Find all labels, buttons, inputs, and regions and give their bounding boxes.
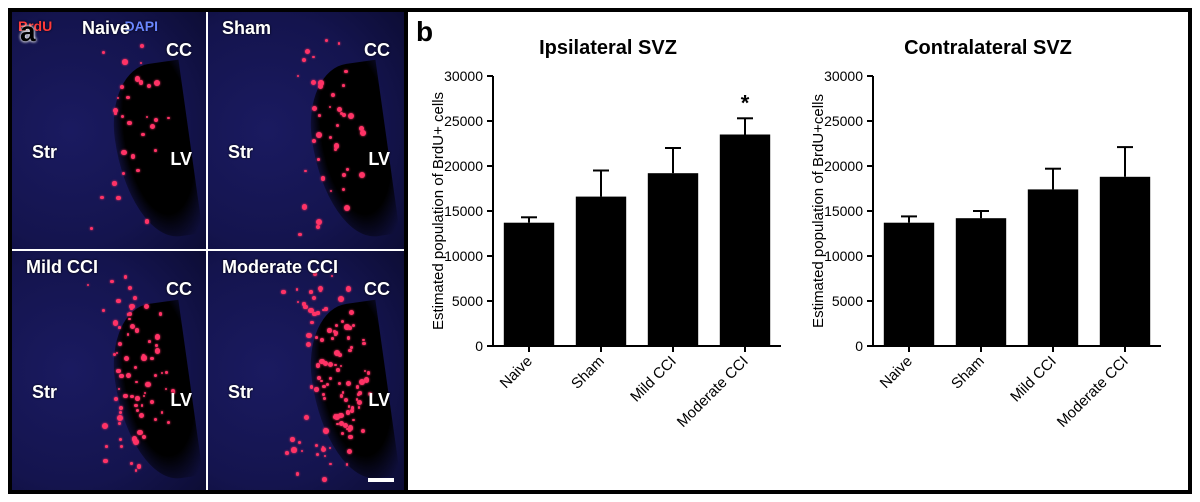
svg-text:30000: 30000 [824,68,863,84]
chart-title: Ipsilateral SVZ [539,37,677,60]
svg-text:0: 0 [855,338,863,354]
scale-bar [368,478,394,482]
svg-text:20000: 20000 [824,158,863,174]
svg-text:Estimated population of BrdU+: Estimated population of BrdU+ cells [430,91,447,329]
bar-mild-cci [648,173,698,346]
svg-text:Sham: Sham [568,352,608,392]
chart-svg: 0 5000 10000 15000 20000 25000 30000 Estimated … [423,66,793,466]
bar-naive [884,222,934,345]
panel-a-letter: a [20,16,36,48]
svg-text:Sham: Sham [948,352,988,392]
svg-text:10000: 10000 [824,248,863,264]
micrograph-naive: NaiveBrdUDAPICCStrLV [12,12,208,251]
svg-text:*: * [741,90,750,115]
svg-text:15000: 15000 [824,203,863,219]
micrograph-moderate-cci: Moderate CCICCStrLV [208,251,404,490]
figure-inner: a NaiveBrdUDAPICCStrLVShamCCStrLVMild CC… [8,8,1192,494]
bar-naive [504,222,554,345]
svg-text:Mild CCI: Mild CCI [1007,352,1060,405]
panel-b: b Ipsilateral SVZ 0 5000 10000 15000 20000 250… [408,12,1188,490]
svg-text:Moderate CCI: Moderate CCI [1054,352,1132,430]
chart-0: Ipsilateral SVZ 0 5000 10000 15000 20000 25000… [423,37,793,466]
svg-text:25000: 25000 [444,113,483,129]
condition-label: Mild CCI [26,257,98,278]
micrograph-mild-cci: Mild CCICCStrLV [12,251,208,490]
svg-text:Moderate CCI: Moderate CCI [674,352,752,430]
svg-text:0: 0 [475,338,483,354]
svg-text:20000: 20000 [444,158,483,174]
svg-text:15000: 15000 [444,203,483,219]
svg-text:10000: 10000 [444,248,483,264]
bar-sham [576,196,626,345]
condition-label: Moderate CCI [222,257,338,278]
chart-svg: 0 5000 10000 15000 20000 25000 30000 Estimated … [803,66,1173,466]
svg-text:5000: 5000 [452,293,483,309]
chart-1: Contralateral SVZ 0 5000 10000 15000 20000 250… [803,37,1173,466]
bar-moderate-cci [720,134,770,346]
svg-text:Naive: Naive [497,352,536,391]
svg-text:Estimated population of BrdU+c: Estimated population of BrdU+cells [810,94,827,328]
charts-host: Ipsilateral SVZ 0 5000 10000 15000 20000 25000… [423,37,1173,466]
micrograph-grid: NaiveBrdUDAPICCStrLVShamCCStrLVMild CCIC… [12,12,404,490]
chart-title: Contralateral SVZ [904,37,1072,60]
bar-moderate-cci [1100,176,1150,345]
bar-mild-cci [1028,189,1078,346]
svg-text:25000: 25000 [824,113,863,129]
panel-a: a NaiveBrdUDAPICCStrLVShamCCStrLVMild CC… [12,12,408,490]
condition-label: Naive [82,18,130,39]
svg-text:Naive: Naive [877,352,916,391]
svg-text:5000: 5000 [832,293,863,309]
svg-text:30000: 30000 [444,68,483,84]
panel-b-letter: b [416,16,433,48]
condition-label: Sham [222,18,271,39]
bar-sham [956,218,1006,346]
micrograph-sham: ShamCCStrLV [208,12,404,251]
svg-text:Mild CCI: Mild CCI [627,352,680,405]
figure-container: a NaiveBrdUDAPICCStrLVShamCCStrLVMild CC… [0,0,1200,502]
